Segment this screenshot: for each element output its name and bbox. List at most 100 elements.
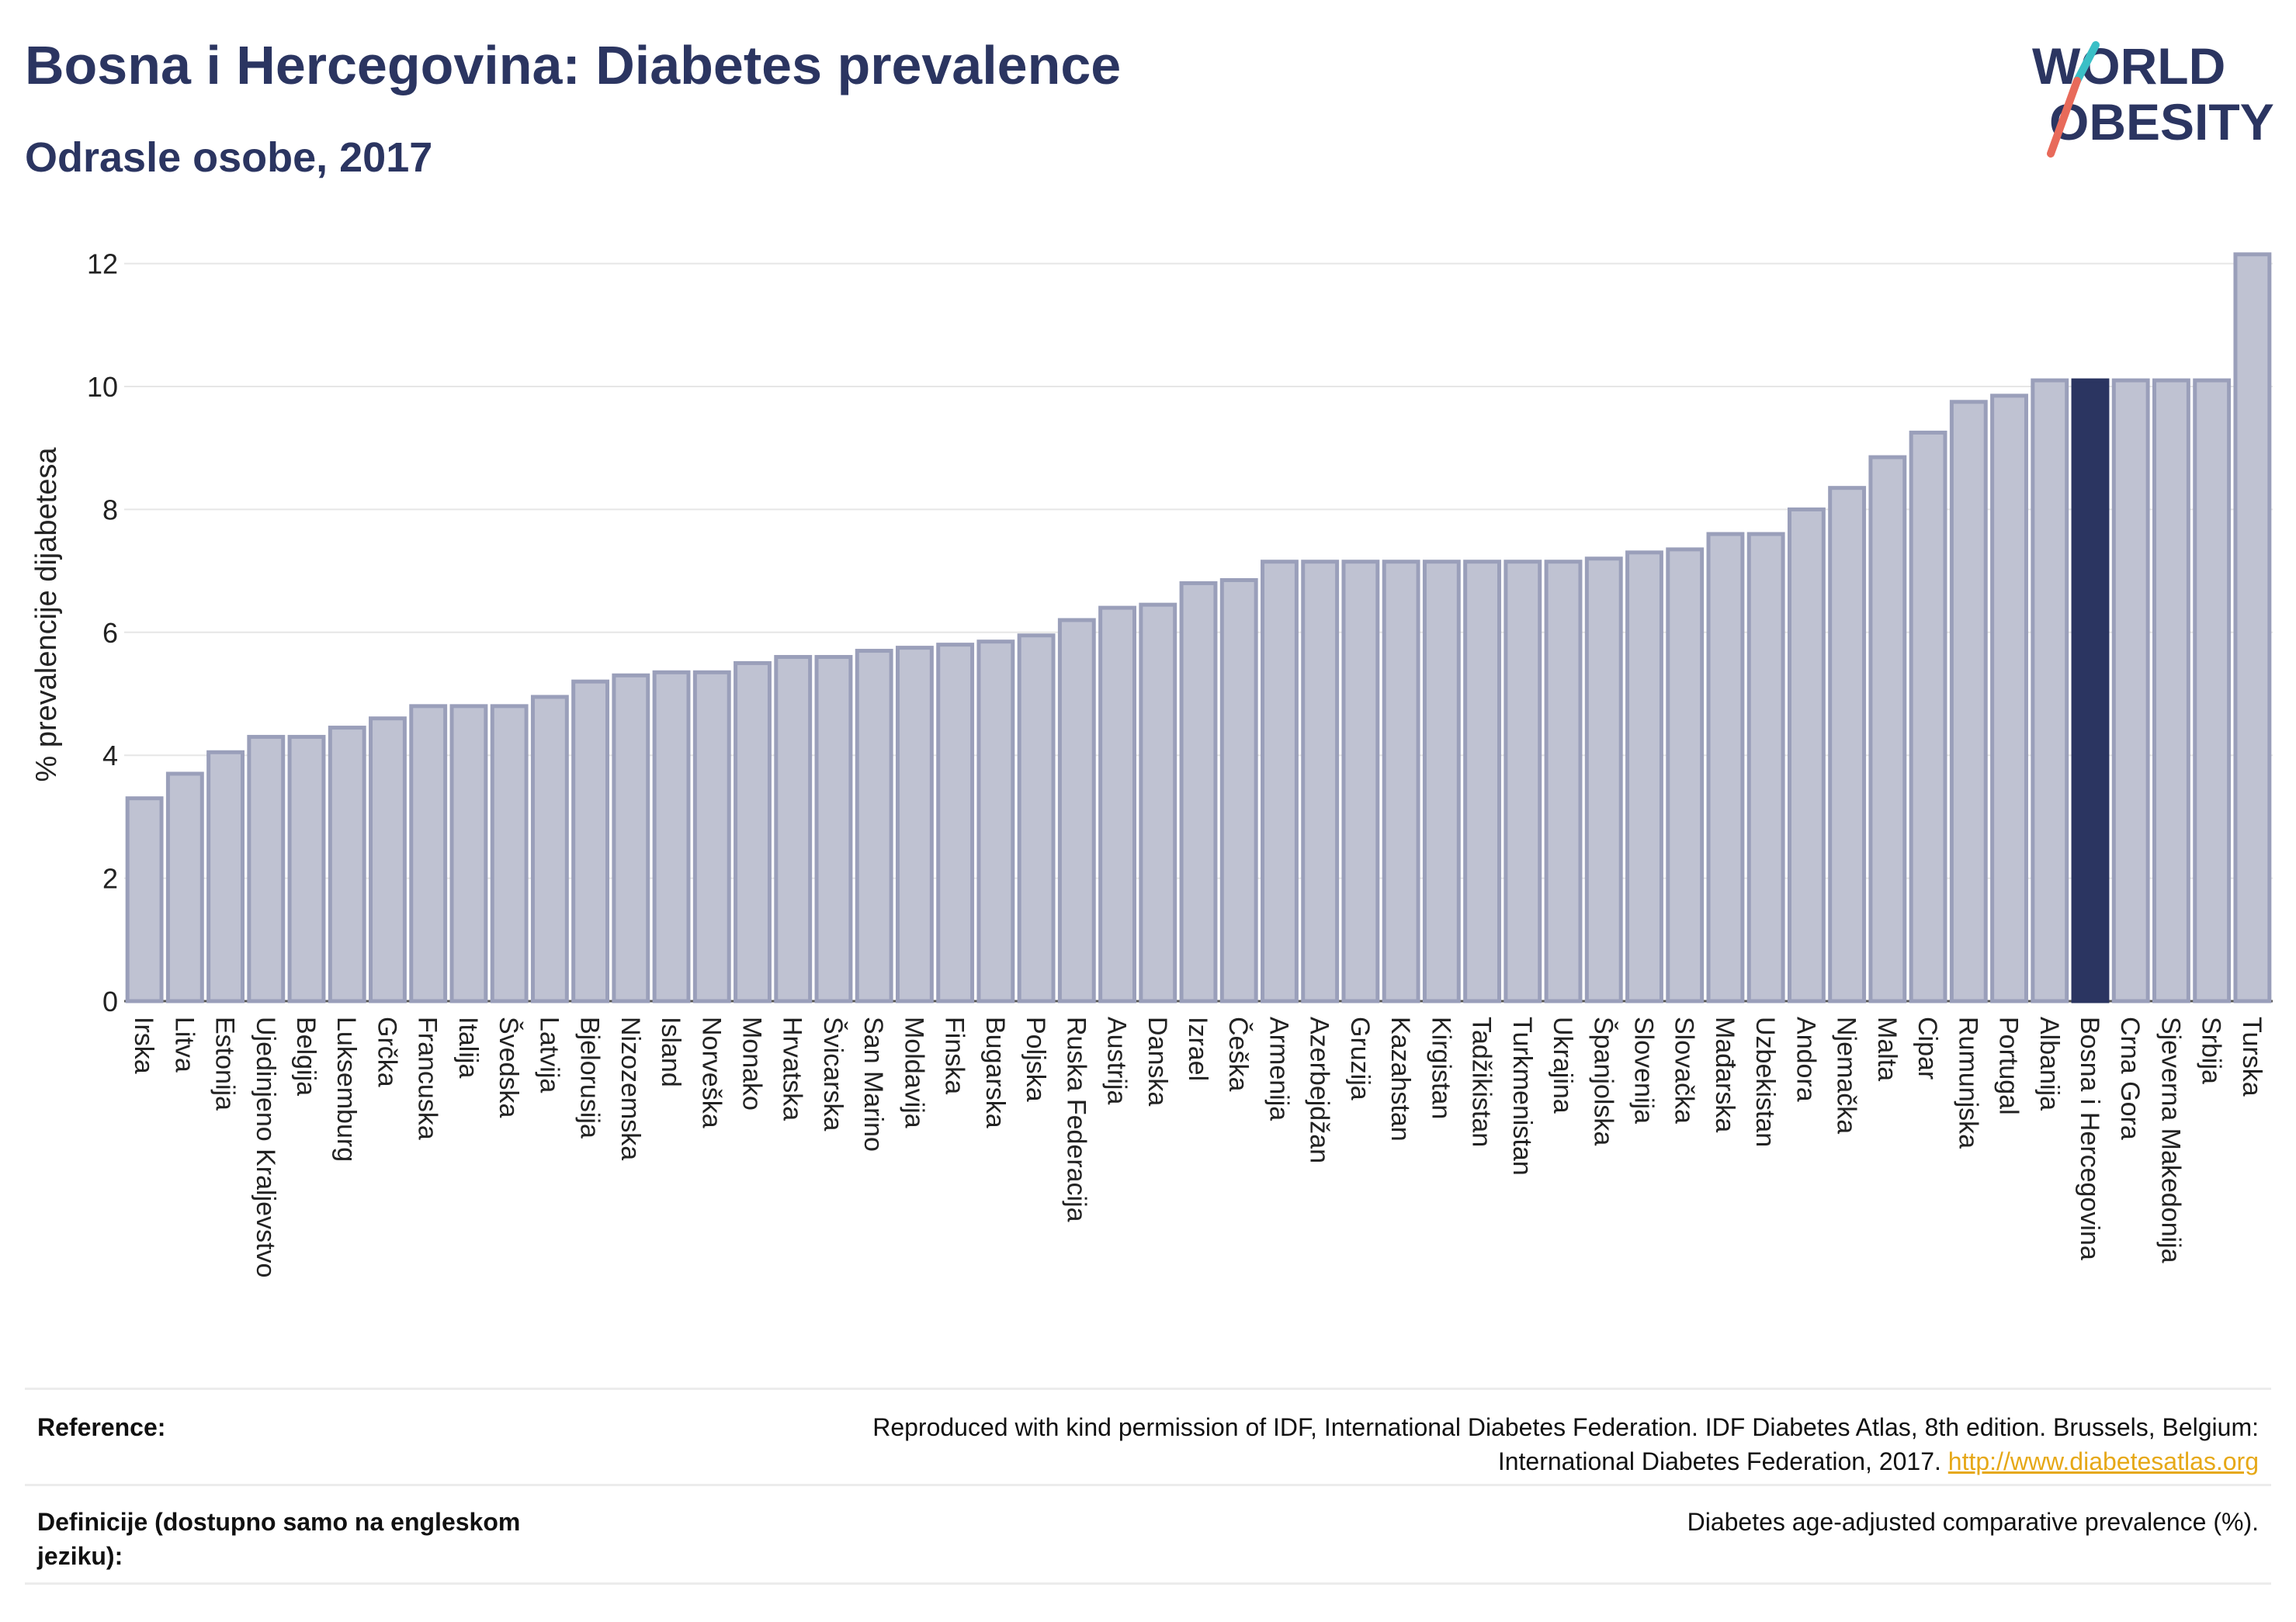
bar-kazahstan: [1382, 560, 1420, 1003]
bar-portugal: [1990, 393, 2028, 1003]
bar-španjolska: [1584, 556, 1623, 1003]
bar-nizozemska: [612, 673, 650, 1003]
x-tick-label: Ujedinjeno Kraljevstvo: [251, 1017, 280, 1277]
bar-monako: [734, 660, 772, 1003]
x-tick-label: Hrvatska: [778, 1017, 807, 1121]
x-tick-label: Španjolska: [1588, 1017, 1618, 1145]
definition-row: Definicije (dostupno samo na engleskom j…: [25, 1484, 2271, 1585]
x-tick-label: Moldavija: [899, 1017, 928, 1128]
x-tick-label: Litva: [169, 1017, 199, 1073]
x-tick-label: Švicarska: [818, 1017, 848, 1131]
x-tick-label: Turska: [2237, 1017, 2267, 1097]
x-tick-label: Tadžikistan: [1467, 1017, 1497, 1147]
x-tick-label: Finska: [940, 1017, 969, 1094]
x-tick-label: Ruska Federacija: [1061, 1017, 1091, 1222]
x-tick-label: Austrija: [1102, 1017, 1132, 1104]
reference-text-line2: International Diabetes Federation, 2017.: [1497, 1447, 1941, 1475]
bar-moldavija: [895, 646, 934, 1003]
y-tick-label: 4: [102, 740, 118, 771]
x-tick-label: Danska: [1143, 1017, 1172, 1106]
x-tick-label: Norveška: [696, 1017, 726, 1128]
bar-turkmenistan: [1503, 560, 1542, 1003]
definition-label: Definicije (dostupno samo na engleskom j…: [37, 1508, 521, 1570]
bar-island: [652, 670, 691, 1003]
y-tick-label: 8: [102, 494, 118, 525]
bar-grčka: [369, 716, 407, 1003]
x-tick-label: Turkmenistan: [1507, 1017, 1537, 1176]
y-tick-label: 12: [87, 248, 118, 280]
x-tick-label: San Marino: [858, 1017, 888, 1152]
x-tick-label: Poljska: [1021, 1017, 1050, 1102]
x-tick-label: Malta: [1872, 1017, 1902, 1081]
y-tick-labels: 0 2 4 6 8 10 12: [87, 248, 118, 1017]
x-tick-label: Francuska: [413, 1017, 442, 1140]
x-tick-label: Cipar: [1913, 1017, 1942, 1080]
x-tick-label: Estonija: [210, 1017, 240, 1111]
definition-value: Diabetes age-adjusted comparative preval…: [1687, 1508, 2259, 1536]
bar-crna-gora: [2111, 378, 2150, 1003]
x-tick-label: Mađarska: [1710, 1017, 1739, 1132]
logo-text-world: WORLD: [2032, 37, 2225, 95]
bar-slovačka: [1666, 547, 1705, 1003]
bar-njemačka: [1828, 486, 1867, 1003]
bar-albanija: [2031, 378, 2069, 1003]
bar-luksemburg: [328, 726, 366, 1003]
page-subtitle: Odrasle osobe, 2017: [25, 134, 433, 181]
bar-ukrajina: [1544, 560, 1583, 1003]
bar-srbija: [2193, 378, 2232, 1003]
bar-latvija: [530, 695, 569, 1003]
x-tick-label: Bosna i Hercegovina: [2075, 1017, 2104, 1260]
x-tick-label: Slovačka: [1670, 1017, 1699, 1124]
page-title: Bosna i Hercegovina: Diabetes prevalence: [25, 35, 1122, 95]
x-tick-label: Azerbejdžan: [1305, 1017, 1334, 1163]
bar-belgija: [287, 734, 326, 1003]
x-tick-label: Sjeverna Makedonija: [2156, 1017, 2185, 1263]
bar-češka: [1219, 577, 1258, 1003]
bar-francuska: [409, 704, 448, 1003]
diabetes-atlas-link[interactable]: http://www.diabetesatlas.org: [1947, 1447, 2259, 1475]
bar-švicarska: [814, 654, 853, 1003]
x-tick-label: Italija: [453, 1017, 483, 1078]
bar-chart: 0 2 4 6 8 10 12 Irska Litva Estonija Ujedinjeno K…: [30, 248, 2273, 1277]
x-tick-label: Albanija: [2034, 1017, 2064, 1111]
x-tick-label: Irska: [129, 1017, 158, 1074]
bar-poljska: [1017, 633, 1056, 1003]
x-tick-label: Nizozemska: [616, 1017, 645, 1160]
x-tick-label: Grčka: [372, 1017, 401, 1087]
y-tick-label: 10: [87, 371, 118, 403]
y-tick-label: 0: [102, 986, 118, 1017]
x-tick-label: Rumunjska: [1953, 1017, 1982, 1149]
reference-row: Reference: Reproduced with kind permissi…: [25, 1388, 2271, 1486]
bar-turska: [2233, 252, 2272, 1003]
bars: [125, 252, 2272, 1003]
bar-irska: [125, 796, 164, 1003]
bar-andora: [1787, 507, 1826, 1003]
x-tick-label: Slovenija: [1628, 1017, 1658, 1124]
x-tick-label: Izrael: [1183, 1017, 1212, 1081]
bar-slovenija: [1625, 550, 1663, 1003]
x-tick-label: Monako: [737, 1017, 767, 1111]
x-tick-label: Švedska: [494, 1017, 523, 1118]
x-tick-label: Island: [656, 1017, 685, 1087]
x-tick-label: Belgija: [291, 1017, 321, 1096]
bar-italija: [449, 704, 488, 1003]
bar-kirgistan: [1422, 560, 1461, 1003]
bar-austrija: [1098, 605, 1136, 1003]
bar-bugarska: [976, 639, 1015, 1003]
bar-cipar: [1909, 430, 1947, 1003]
logo-slash-coral: [2047, 77, 2081, 158]
x-tick-label: Latvija: [534, 1017, 564, 1093]
y-axis-label: % prevalencije dijabetesa: [30, 447, 63, 782]
bar-ruska-federacija: [1057, 618, 1096, 1003]
logo-text-obesity: OBESITY: [2049, 93, 2274, 151]
x-tick-label: Andora: [1791, 1017, 1820, 1102]
bar-malta: [1868, 455, 1907, 1003]
bar-uzbekistan: [1746, 532, 1785, 1003]
logo-slash-teal: [2073, 41, 2100, 85]
bar-norveška: [692, 670, 731, 1003]
bar-litva: [165, 771, 204, 1003]
x-tick-label: Kazahstan: [1386, 1017, 1415, 1142]
x-tick-label: Bjelorusija: [575, 1017, 605, 1139]
bar-danska: [1139, 602, 1177, 1003]
x-tick-label: Ukrajina: [1548, 1017, 1577, 1114]
